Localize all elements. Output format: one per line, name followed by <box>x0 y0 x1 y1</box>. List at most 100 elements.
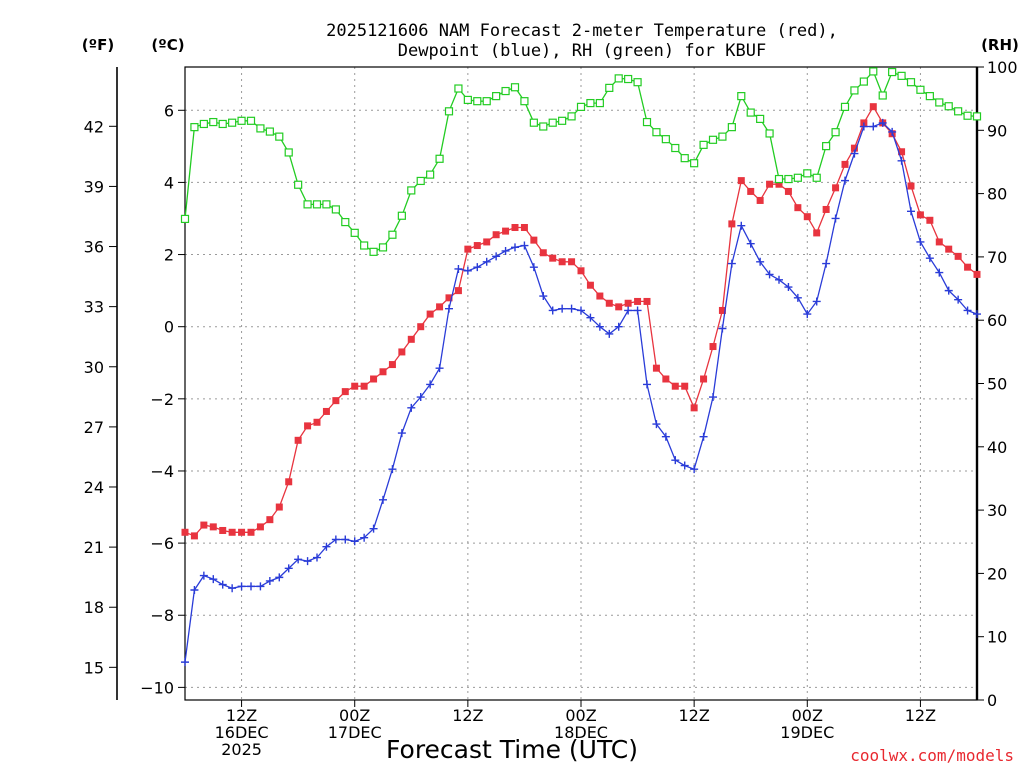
data-point-dewpoint_c <box>671 456 680 465</box>
fahrenheit-tick-label: 33 <box>84 298 104 317</box>
rh-tick-label: 70 <box>987 248 1007 267</box>
data-point-dewpoint_c <box>869 122 878 131</box>
grid-lines <box>185 67 977 700</box>
data-point-rh_pct <box>482 97 491 106</box>
data-point-rh_pct <box>850 86 859 95</box>
data-point-temperature_c <box>238 528 246 536</box>
chart-title-line1: 2025121606 NAM Forecast 2-meter Temperat… <box>326 21 838 41</box>
celsius-tick-label: 4 <box>164 173 174 192</box>
data-point-dewpoint_c <box>199 571 208 580</box>
data-point-temperature_c <box>266 516 274 524</box>
data-point-temperature_c <box>832 184 840 192</box>
data-point-temperature_c <box>219 526 227 534</box>
data-point-dewpoint_c <box>803 310 812 319</box>
time-tick-label: 00Z <box>565 706 596 725</box>
data-point-rh_pct <box>312 200 322 209</box>
fahrenheit-tick-label: 42 <box>84 117 104 136</box>
data-point-temperature_c <box>935 238 943 246</box>
data-point-temperature_c <box>190 532 198 540</box>
data-point-rh_pct <box>803 169 812 178</box>
data-point-temperature_c <box>520 224 528 232</box>
data-point-dewpoint_c <box>228 584 237 593</box>
data-point-temperature_c <box>285 478 293 486</box>
data-point-dewpoint_c <box>331 535 340 544</box>
data-point-dewpoint_c <box>954 295 963 304</box>
data-point-dewpoint_c <box>397 429 406 438</box>
data-point-temperature_c <box>275 503 283 511</box>
data-point-temperature_c <box>502 227 510 235</box>
data-point-rh_pct <box>463 95 472 105</box>
data-point-temperature_c <box>624 299 632 307</box>
rh-tick-label: 60 <box>987 311 1007 330</box>
data-point-temperature_c <box>954 252 962 260</box>
data-point-temperature_c <box>483 238 491 246</box>
data-point-temperature_c <box>916 211 924 219</box>
data-point-temperature_c <box>417 323 425 331</box>
data-point-temperature_c <box>247 528 255 536</box>
data-point-temperature_c <box>445 294 453 302</box>
data-point-dewpoint_c <box>350 537 359 546</box>
data-point-rh_pct <box>558 116 567 125</box>
data-point-rh_pct <box>388 230 397 239</box>
data-point-dewpoint_c <box>181 658 189 667</box>
data-point-rh_pct <box>492 92 501 101</box>
data-point-temperature_c <box>228 528 236 536</box>
data-point-temperature_c <box>973 270 981 278</box>
data-point-rh_pct <box>906 78 916 87</box>
data-point-dewpoint_c <box>850 149 859 158</box>
rh-tick-label: 30 <box>987 501 1007 520</box>
celsius-tick-label: 6 <box>164 101 174 120</box>
data-point-rh_pct <box>444 107 454 116</box>
data-point-temperature_c <box>388 361 396 369</box>
data-point-temperature_c <box>652 364 660 372</box>
data-point-dewpoint_c <box>369 524 378 533</box>
data-point-dewpoint_c <box>765 270 774 279</box>
data-point-dewpoint_c <box>548 306 557 315</box>
celsius-tick-label: 2 <box>164 246 174 265</box>
fahrenheit-tick-label: 18 <box>84 598 104 617</box>
fahrenheit-tick-label: 30 <box>84 358 104 377</box>
data-point-dewpoint_c <box>652 420 661 429</box>
data-point-dewpoint_c <box>492 252 501 261</box>
data-point-dewpoint_c <box>963 306 972 315</box>
celsius-tick-label: −8 <box>150 606 174 625</box>
data-point-dewpoint_c <box>605 329 614 338</box>
time-tick-label: 12Z <box>452 706 483 725</box>
fahrenheit-tick-label: 39 <box>84 177 104 196</box>
data-point-rh_pct <box>633 78 642 87</box>
rh-tick-label: 90 <box>987 121 1007 140</box>
data-point-temperature_c <box>294 436 302 444</box>
data-point-dewpoint_c <box>426 380 435 389</box>
data-point-temperature_c <box>558 258 566 266</box>
data-point-temperature_c <box>869 103 877 111</box>
data-point-rh_pct <box>812 173 821 182</box>
watermark: coolwx.com/models <box>850 746 1014 765</box>
data-point-temperature_c <box>398 348 406 356</box>
data-point-rh_pct <box>228 118 237 127</box>
celsius-unit-label: (ºC) <box>151 36 184 54</box>
time-tick-label: 17DEC <box>328 723 382 742</box>
data-point-dewpoint_c <box>643 380 651 389</box>
data-point-dewpoint_c <box>388 465 397 474</box>
data-point-rh_pct <box>284 148 293 157</box>
data-point-dewpoint_c <box>379 495 387 504</box>
data-point-dewpoint_c <box>247 582 255 591</box>
data-point-dewpoint_c <box>482 257 491 266</box>
data-point-dewpoint_c <box>699 432 708 441</box>
data-point-rh_pct <box>407 186 416 195</box>
data-point-dewpoint_c <box>275 573 284 582</box>
data-point-temperature_c <box>596 292 604 300</box>
data-point-temperature_c <box>662 375 670 383</box>
rh-tick-label: 80 <box>987 185 1007 204</box>
data-point-temperature_c <box>530 236 538 244</box>
data-point-rh_pct <box>878 91 887 100</box>
data-point-dewpoint_c <box>793 293 802 302</box>
data-point-rh_pct <box>690 159 699 168</box>
data-point-rh_pct <box>529 118 538 127</box>
data-point-dewpoint_c <box>973 310 981 319</box>
data-point-temperature_c <box>822 205 830 213</box>
fahrenheit-tick-label: 21 <box>84 538 104 557</box>
data-point-dewpoint_c <box>511 243 519 252</box>
data-point-temperature_c <box>200 521 208 529</box>
data-point-temperature_c <box>907 182 915 190</box>
